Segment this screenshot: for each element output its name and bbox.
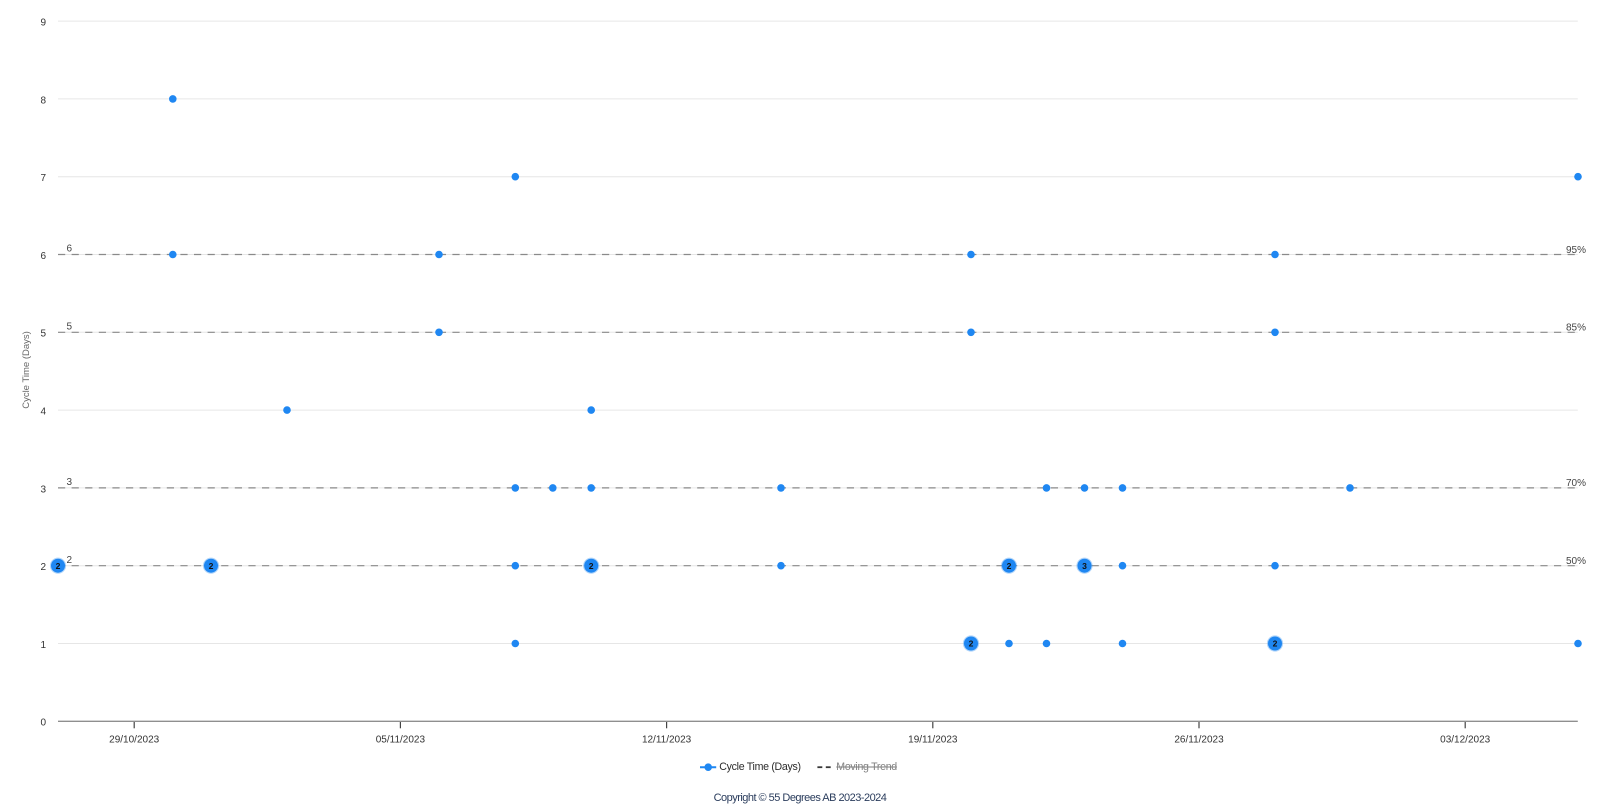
svg-text:0: 0 xyxy=(40,718,46,729)
svg-text:3: 3 xyxy=(1082,561,1087,571)
svg-text:2: 2 xyxy=(40,562,46,573)
svg-text:2: 2 xyxy=(969,639,974,649)
svg-text:26/11/2023: 26/11/2023 xyxy=(1174,735,1224,746)
svg-text:29/10/2023: 29/10/2023 xyxy=(109,735,159,746)
svg-text:Copyright © 55 Degrees AB 2023: Copyright © 55 Degrees AB 2023-2024 xyxy=(714,792,887,804)
svg-text:2: 2 xyxy=(589,561,594,571)
svg-text:85%: 85% xyxy=(1566,323,1586,334)
svg-text:6: 6 xyxy=(67,244,73,255)
svg-text:9: 9 xyxy=(40,18,46,29)
svg-text:Cycle Time (Days): Cycle Time (Days) xyxy=(719,761,800,773)
svg-text:1: 1 xyxy=(40,640,46,651)
svg-text:95%: 95% xyxy=(1566,245,1586,256)
svg-text:6: 6 xyxy=(40,251,46,262)
svg-text:05/11/2023: 05/11/2023 xyxy=(376,735,426,746)
svg-text:2: 2 xyxy=(1273,639,1278,649)
svg-text:2: 2 xyxy=(67,555,73,566)
svg-text:4: 4 xyxy=(40,407,46,418)
svg-text:Moving Trend: Moving Trend xyxy=(836,761,897,773)
svg-text:8: 8 xyxy=(40,95,46,106)
svg-text:12/11/2023: 12/11/2023 xyxy=(642,735,692,746)
svg-text:5: 5 xyxy=(40,329,46,340)
svg-text:3: 3 xyxy=(67,477,73,488)
svg-text:3: 3 xyxy=(40,484,46,495)
svg-text:2: 2 xyxy=(56,561,61,571)
svg-text:50%: 50% xyxy=(1566,556,1586,567)
svg-text:Cycle Time (Days): Cycle Time (Days) xyxy=(21,331,32,409)
svg-text:03/12/2023: 03/12/2023 xyxy=(1440,735,1490,746)
svg-text:19/11/2023: 19/11/2023 xyxy=(908,735,958,746)
svg-text:7: 7 xyxy=(40,173,46,184)
svg-text:2: 2 xyxy=(209,561,214,571)
svg-text:70%: 70% xyxy=(1566,478,1586,489)
svg-text:2: 2 xyxy=(1007,561,1012,571)
svg-text:5: 5 xyxy=(67,322,73,333)
